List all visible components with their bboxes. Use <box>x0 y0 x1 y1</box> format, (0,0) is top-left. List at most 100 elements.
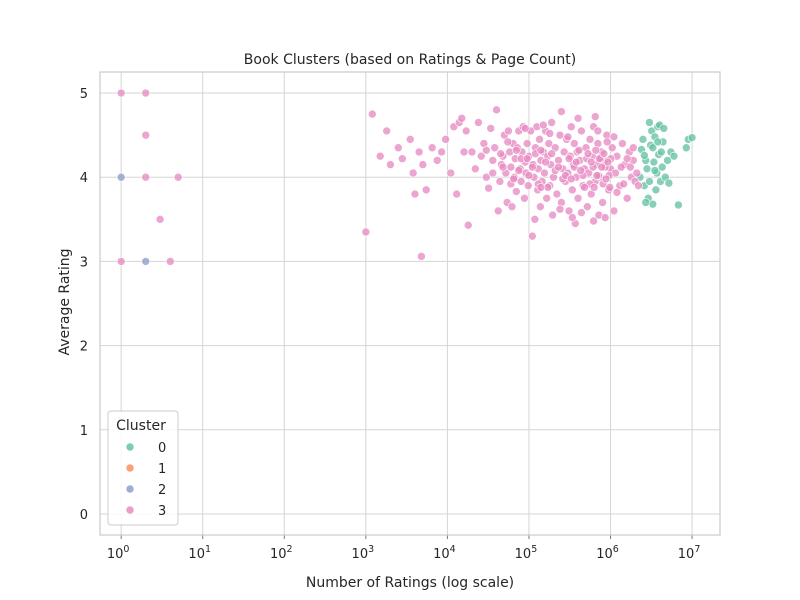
point-cluster-3 <box>116 257 126 266</box>
point-cluster-3 <box>482 172 491 182</box>
x-tick-label: 107 <box>678 544 701 562</box>
point-cluster-3 <box>544 139 554 148</box>
point-cluster-3 <box>619 179 628 189</box>
point-cluster-0 <box>674 200 683 210</box>
x-tick-label: 100 <box>107 544 130 562</box>
point-cluster-3 <box>541 157 550 167</box>
point-cluster-3 <box>173 172 183 182</box>
legend: Cluster 0 1 2 3 <box>107 410 179 526</box>
point-cluster-3 <box>554 162 563 172</box>
point-cluster-3 <box>507 202 517 211</box>
point-cluster-3 <box>141 88 151 98</box>
legend-title: Cluster <box>116 418 166 434</box>
point-cluster-3 <box>536 202 545 211</box>
plot-area <box>100 72 720 535</box>
point-cluster-3 <box>484 183 493 193</box>
point-cluster-3 <box>597 162 607 172</box>
point-cluster-0 <box>638 135 648 144</box>
point-cluster-3 <box>622 193 632 203</box>
point-cluster-3 <box>498 162 508 172</box>
point-cluster-3 <box>609 206 619 216</box>
point-cluster-3 <box>603 157 613 167</box>
point-cluster-3 <box>523 181 533 190</box>
point-cluster-3 <box>437 147 446 157</box>
point-cluster-3 <box>367 109 377 119</box>
point-cluster-0 <box>653 137 663 147</box>
point-cluster-3 <box>512 145 521 155</box>
series-3-points <box>116 88 643 266</box>
point-cluster-3 <box>463 220 473 230</box>
grid-lines <box>100 72 720 539</box>
point-cluster-3 <box>486 124 496 133</box>
x-axis-label: Number of Ratings (log scale) <box>306 575 514 591</box>
point-cluster-0 <box>651 185 661 195</box>
point-cluster-3 <box>628 143 638 153</box>
point-cluster-0 <box>663 156 672 165</box>
point-cluster-3 <box>573 193 583 203</box>
point-cluster-3 <box>165 257 175 266</box>
legend-items: 0 1 2 3 <box>125 441 166 519</box>
point-cluster-3 <box>574 145 584 155</box>
point-cluster-3 <box>536 145 546 155</box>
point-cluster-3 <box>528 162 537 172</box>
point-cluster-3 <box>393 143 403 153</box>
point-cluster-3 <box>452 189 462 199</box>
point-cluster-3 <box>116 88 126 98</box>
point-cluster-0 <box>648 143 658 153</box>
point-cluster-3 <box>530 215 540 224</box>
point-cluster-3 <box>414 147 424 157</box>
legend-label-3: 3 <box>158 504 166 519</box>
point-cluster-3 <box>488 156 498 165</box>
point-cluster-3 <box>602 137 612 147</box>
point-cluster-3 <box>539 120 548 130</box>
point-cluster-3 <box>547 118 556 127</box>
point-cluster-3 <box>593 126 603 136</box>
x-tick-label: 105 <box>515 544 538 562</box>
point-cluster-3 <box>503 137 513 147</box>
legend-label-1: 1 <box>158 462 166 477</box>
legend-marker-2 <box>125 484 135 494</box>
point-cluster-3 <box>524 171 534 180</box>
point-cluster-3 <box>417 252 426 261</box>
point-cluster-3 <box>476 151 486 161</box>
point-cluster-3 <box>141 130 151 140</box>
legend-marker-1 <box>125 463 135 473</box>
point-cluster-3 <box>591 145 601 155</box>
point-cluster-3 <box>141 172 151 182</box>
point-cluster-3 <box>432 156 442 165</box>
point-cluster-3 <box>598 198 607 207</box>
y-tick-label: 3 <box>80 255 88 270</box>
point-cluster-2 <box>116 172 126 182</box>
y-tick-label: 0 <box>80 508 88 523</box>
point-cluster-3 <box>418 160 428 169</box>
point-cluster-3 <box>570 139 579 148</box>
point-cluster-3 <box>514 166 524 175</box>
point-cluster-0 <box>641 198 651 207</box>
point-cluster-3 <box>548 210 557 220</box>
point-cluster-3 <box>634 181 643 190</box>
point-cluster-3 <box>488 168 498 178</box>
point-cluster-0 <box>649 157 659 167</box>
point-cluster-3 <box>467 147 477 157</box>
y-tick-label: 1 <box>80 424 88 439</box>
point-cluster-3 <box>482 145 491 155</box>
point-cluster-3 <box>564 154 574 164</box>
point-cluster-3 <box>583 202 592 211</box>
series-0-points <box>635 118 697 210</box>
point-cluster-0 <box>657 147 666 157</box>
point-cluster-0 <box>687 133 697 142</box>
point-cluster-3 <box>382 126 391 136</box>
x-tick-label: 101 <box>188 544 211 562</box>
point-cluster-3 <box>427 143 437 153</box>
point-cluster-3 <box>471 164 480 174</box>
point-cluster-3 <box>605 183 615 192</box>
point-cluster-3 <box>535 135 544 144</box>
point-cluster-3 <box>446 168 456 178</box>
point-cluster-3 <box>580 183 589 192</box>
point-cluster-3 <box>583 149 593 158</box>
point-cluster-3 <box>626 162 635 172</box>
point-cluster-3 <box>493 206 503 216</box>
point-cluster-3 <box>576 166 585 175</box>
point-cluster-0 <box>664 178 674 188</box>
